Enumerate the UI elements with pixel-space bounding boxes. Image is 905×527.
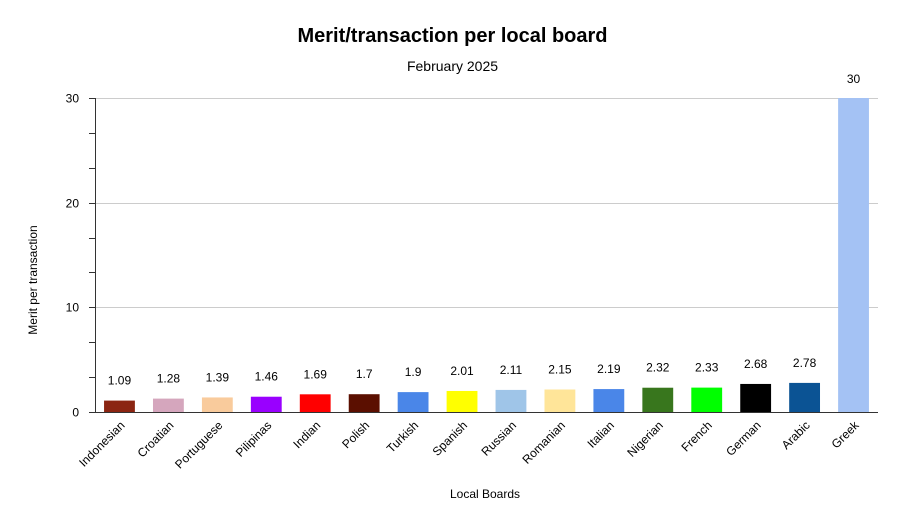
data-labels: 1.09 1.28 1.39 1.46 1.69 1.7 1.9 2.01 2.11 2.15 2.… <box>108 72 861 388</box>
y-tick-label: 10 <box>66 301 80 315</box>
x-tick-label-russian: Russian <box>479 418 520 459</box>
bar-polish <box>348 394 380 412</box>
x-tick-label-croatian: Croatian <box>135 418 177 460</box>
axes: 0 10 20 30 <box>66 92 878 420</box>
data-label-italian: 2.19 <box>597 362 621 376</box>
bar-romanian <box>544 389 576 412</box>
x-tick-label-pilipinas: Pilipinas <box>233 418 275 460</box>
bar-nigerian <box>642 387 674 412</box>
bar-spanish <box>446 390 478 412</box>
x-tick-label-german: German <box>723 418 764 459</box>
y-tick-label: 20 <box>66 197 80 211</box>
x-tick-label-turkish: Turkish <box>384 418 421 455</box>
x-tick-label-portuguese: Portuguese <box>172 418 226 472</box>
chart-title: Merit/transaction per local board <box>297 25 608 47</box>
data-label-polish: 1.7 <box>356 367 373 381</box>
x-tick-label-arabic: Arabic <box>779 418 813 452</box>
x-tick-label-romanian: Romanian <box>519 418 568 467</box>
bar-italian <box>593 389 625 412</box>
x-tick-label-polish: Polish <box>339 418 372 451</box>
data-label-pilipinas: 1.46 <box>255 370 279 384</box>
data-label-indonesian: 1.09 <box>108 374 132 388</box>
data-label-spanish: 2.01 <box>450 364 474 378</box>
bar-indian <box>299 394 331 412</box>
data-label-greek: 30 <box>847 72 861 86</box>
data-label-croatian: 1.28 <box>157 372 181 386</box>
bar-arabic <box>789 382 821 412</box>
y-tick-label: 30 <box>66 92 80 106</box>
x-tick-label-greek: Greek <box>829 418 863 452</box>
x-tick-label-french: French <box>679 418 715 454</box>
data-label-portuguese: 1.39 <box>206 370 230 384</box>
data-label-french: 2.33 <box>695 361 719 375</box>
bar-russian <box>495 389 527 412</box>
chart-subtitle: February 2025 <box>406 58 499 74</box>
bar-croatian <box>152 398 184 412</box>
y-axis-title: Merit per transaction <box>26 225 40 334</box>
x-tick-label-indonesian: Indonesian <box>76 418 127 469</box>
data-label-russian: 2.11 <box>500 363 523 377</box>
data-label-german: 2.68 <box>744 357 768 371</box>
bar-pilipinas <box>250 396 282 412</box>
bar-greek <box>838 98 869 412</box>
x-tick-label-nigerian: Nigerian <box>624 418 666 460</box>
bars <box>104 98 869 412</box>
y-tick-label: 0 <box>72 406 79 420</box>
data-label-romanian: 2.15 <box>548 362 572 376</box>
x-axis-title: Local Boards <box>450 487 520 501</box>
bar-french <box>691 387 723 412</box>
x-tick-label-indian: Indian <box>290 418 323 451</box>
data-label-turkish: 1.9 <box>405 365 422 379</box>
data-label-nigerian: 2.32 <box>646 361 670 375</box>
x-tick-label-spanish: Spanish <box>430 418 471 459</box>
x-tick-label-italian: Italian <box>584 418 617 451</box>
bar-portuguese <box>201 397 233 412</box>
bar-indonesian <box>104 400 135 412</box>
bar-turkish <box>397 392 429 412</box>
data-label-arabic: 2.78 <box>793 356 817 370</box>
bar-german <box>740 383 772 412</box>
gridlines <box>95 98 878 308</box>
data-label-indian: 1.69 <box>304 367 328 381</box>
